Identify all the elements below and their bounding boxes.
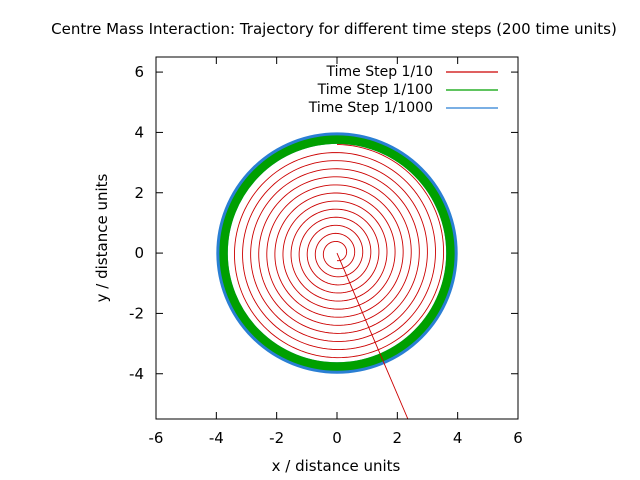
x-axis-label: x / distance units [272, 457, 401, 475]
x-tick-label: 4 [453, 429, 463, 447]
x-tick-label: -6 [149, 429, 164, 447]
series-1-ring [219, 135, 455, 371]
x-tick-label: -2 [269, 429, 284, 447]
series-layer [216, 132, 458, 419]
y-tick-label: 4 [134, 123, 144, 141]
legend: Time Step 1/10 Time Step 1/100 Time Step… [308, 64, 498, 116]
x-tick-label: 0 [332, 429, 342, 447]
legend-label-2: Time Step 1/1000 [308, 100, 433, 116]
chart-title: Centre Mass Interaction: Trajectory for … [51, 20, 617, 38]
axis-ticks: -6 -4 -2 0 2 4 6 -4 -2 0 2 4 6 [129, 57, 523, 447]
y-tick-label: 0 [134, 244, 144, 262]
x-tick-label: 6 [513, 429, 523, 447]
y-tick-label: 2 [134, 184, 144, 202]
x-tick-label: -4 [209, 429, 224, 447]
y-axis-label: y / distance units [93, 173, 111, 302]
legend-label-0: Time Step 1/10 [326, 64, 433, 80]
x-tick-label: 2 [393, 429, 403, 447]
legend-label-1: Time Step 1/100 [317, 82, 433, 98]
y-tick-label: -2 [129, 304, 144, 322]
y-tick-label: -4 [129, 365, 144, 383]
series-0-spiral [234, 144, 445, 359]
series-0-escape-path [336, 252, 409, 419]
y-tick-label: 6 [134, 63, 144, 81]
